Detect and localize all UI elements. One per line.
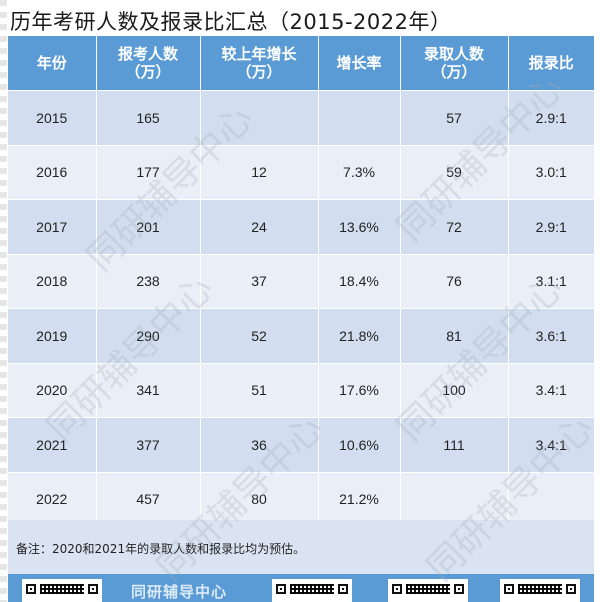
header-growth-rate: 增长率	[318, 36, 401, 91]
cell-admitted: 100	[400, 362, 509, 418]
cell-increase	[200, 90, 319, 145]
qr-code-icon[interactable]	[272, 579, 352, 602]
summary-table-container: 年份 报考人数 （万） 较上年增长 （万） 增长率 录取人数 （万） 报录比 2015…	[8, 36, 594, 526]
cell-growth-rate: 7.3%	[318, 144, 401, 200]
table-row: 2018 238 37 18.4% 76 3.1:1	[8, 253, 594, 309]
table-row: 2022 457 80 21.2%	[8, 471, 594, 526]
cell-growth-rate: 10.6%	[318, 417, 401, 472]
table-row: 2015 165 57 2.9:1	[8, 90, 594, 145]
cell-applicants: 377	[96, 417, 201, 472]
cell-admitted: 72	[400, 199, 509, 254]
cell-admitted: 76	[400, 253, 509, 309]
cell-admitted	[400, 471, 509, 526]
cell-applicants: 457	[96, 471, 201, 526]
cell-year: 2020	[8, 362, 97, 418]
cell-ratio: 3.6:1	[508, 308, 594, 363]
cell-applicants: 238	[96, 253, 201, 309]
cell-increase: 80	[200, 471, 319, 526]
cell-growth-rate	[318, 90, 401, 145]
cell-increase: 24	[200, 199, 319, 254]
cell-ratio: 2.9:1	[508, 199, 594, 254]
cell-increase: 52	[200, 308, 319, 363]
cell-ratio: 2.9:1	[508, 90, 594, 145]
cell-year: 2017	[8, 199, 97, 254]
table-row: 2021 377 36 10.6% 111 3.4:1	[8, 417, 594, 472]
qr-finder-icon	[338, 584, 348, 594]
note-panel: 备注：2020和2021年的录取人数和报录比均为预估。	[8, 520, 594, 574]
qr-pattern	[518, 584, 562, 594]
qr-finder-icon	[454, 584, 464, 594]
cell-applicants: 177	[96, 144, 201, 200]
qr-finder-icon	[88, 584, 98, 594]
table-row: 2017 201 24 13.6% 72 2.9:1	[8, 199, 594, 254]
cell-growth-rate: 21.8%	[318, 308, 401, 363]
cell-admitted: 59	[400, 144, 509, 200]
cell-increase: 37	[200, 253, 319, 309]
header-admitted: 录取人数 （万）	[400, 36, 509, 91]
cell-year: 2019	[8, 308, 97, 363]
cell-year: 2015	[8, 90, 97, 145]
header-applicants: 报考人数 （万）	[96, 36, 201, 91]
cell-ratio: 3.4:1	[508, 362, 594, 418]
qr-finder-icon	[566, 584, 576, 594]
table-header-row: 年份 报考人数 （万） 较上年增长 （万） 增长率 录取人数 （万） 报录比	[8, 36, 594, 91]
qr-finder-icon	[504, 584, 514, 594]
note-text: 备注：2020和2021年的录取人数和报录比均为预估。	[16, 542, 306, 556]
table-row: 2016 177 12 7.3% 59 3.0:1	[8, 144, 594, 200]
table-row: 2020 341 51 17.6% 100 3.4:1	[8, 362, 594, 418]
cell-increase: 51	[200, 362, 319, 418]
cell-growth-rate: 18.4%	[318, 253, 401, 309]
cell-applicants: 341	[96, 362, 201, 418]
cell-year: 2018	[8, 253, 97, 309]
qr-finder-icon	[26, 584, 36, 594]
header-ratio: 报录比	[508, 36, 594, 91]
cell-year: 2016	[8, 144, 97, 200]
header-increase: 较上年增长 （万）	[200, 36, 319, 91]
summary-table: 年份 报考人数 （万） 较上年增长 （万） 增长率 录取人数 （万） 报录比 2015…	[8, 36, 594, 526]
cell-ratio: 3.1:1	[508, 253, 594, 309]
qr-code-icon[interactable]	[22, 579, 102, 602]
table-row: 2019 290 52 21.8% 81 3.6:1	[8, 308, 594, 363]
qr-pattern	[406, 584, 450, 594]
cell-applicants: 290	[96, 308, 201, 363]
cell-year: 2022	[8, 471, 97, 526]
qr-code-icon[interactable]	[500, 579, 580, 602]
cell-admitted: 81	[400, 308, 509, 363]
qr-finder-icon	[276, 584, 286, 594]
footer-bar: 同研辅导中心	[8, 574, 594, 602]
cell-year: 2021	[8, 417, 97, 472]
cell-applicants: 165	[96, 90, 201, 145]
cell-ratio: 3.0:1	[508, 144, 594, 200]
left-decorative-strip	[0, 0, 7, 602]
header-year: 年份	[8, 36, 97, 91]
cell-increase: 36	[200, 417, 319, 472]
cell-ratio: 3.4:1	[508, 417, 594, 472]
cell-growth-rate: 21.2%	[318, 471, 401, 526]
qr-pattern	[40, 584, 84, 594]
qr-finder-icon	[392, 584, 402, 594]
qr-pattern	[290, 584, 334, 594]
cell-growth-rate: 17.6%	[318, 362, 401, 418]
cell-ratio	[508, 471, 594, 526]
footer-brand: 同研辅导中心	[131, 583, 228, 601]
cell-increase: 12	[200, 144, 319, 200]
cell-applicants: 201	[96, 199, 201, 254]
cell-admitted: 57	[400, 90, 509, 145]
page-title: 历年考研人数及报录比汇总（2015-2022年）	[10, 10, 452, 34]
qr-code-icon[interactable]	[388, 579, 468, 602]
cell-growth-rate: 13.6%	[318, 199, 401, 254]
cell-admitted: 111	[400, 417, 509, 472]
